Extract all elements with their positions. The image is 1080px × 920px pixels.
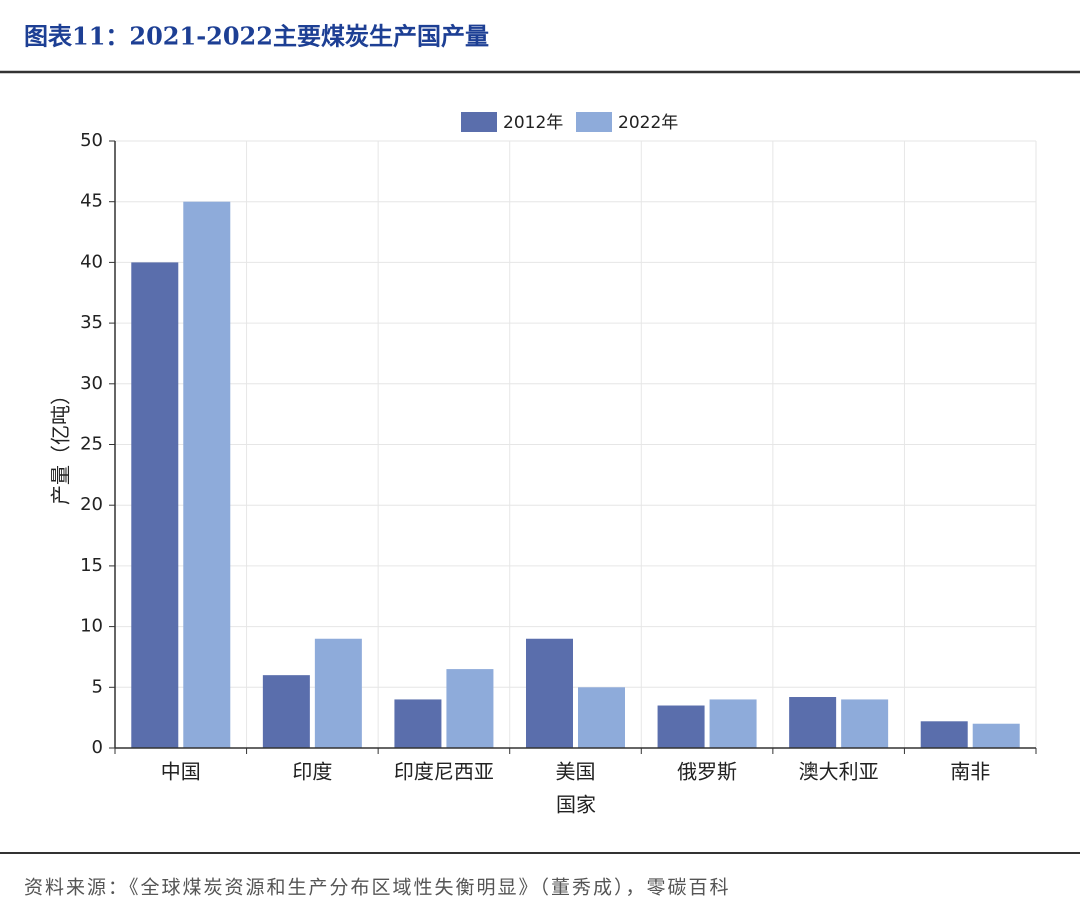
bar	[131, 262, 179, 748]
bar	[314, 638, 362, 748]
y-tick-label: 0	[92, 737, 103, 758]
bar	[262, 675, 310, 748]
bar	[972, 723, 1020, 748]
source-note: 资料来源：《全球煤炭资源和生产分布区域性失衡明显》（董秀成），零碳百科	[24, 877, 731, 899]
bar	[394, 699, 442, 748]
y-tick-label: 45	[80, 191, 103, 212]
x-tick-label: 澳大利亚	[799, 760, 879, 784]
bar	[578, 687, 625, 748]
legend-swatch	[576, 112, 612, 132]
y-tick-label: 15	[80, 555, 103, 576]
y-tick-label: 20	[80, 494, 103, 515]
bar	[920, 721, 968, 748]
bar	[446, 669, 494, 748]
x-tick-label: 美国	[556, 760, 596, 784]
bar	[657, 705, 705, 748]
page-title: 图表11：2021-2022主要煤炭生产国产量	[24, 22, 489, 51]
y-tick-label: 40	[80, 251, 103, 272]
x-tick-label: 印度	[292, 760, 332, 784]
legend-label: 2012年	[503, 113, 563, 133]
y-tick-label: 5	[92, 676, 103, 697]
y-tick-label: 10	[80, 616, 103, 637]
x-tick-label: 中国	[161, 760, 201, 784]
y-axis-title: 产量（亿吨）	[49, 385, 73, 505]
bar	[183, 201, 231, 748]
y-tick-label: 30	[80, 373, 103, 394]
bar	[526, 638, 573, 748]
bar	[709, 699, 757, 748]
y-tick-label: 50	[80, 130, 103, 151]
legend-swatch	[461, 112, 497, 132]
y-tick-label: 25	[80, 434, 103, 455]
bar	[789, 697, 837, 748]
y-tick-label: 35	[80, 312, 103, 333]
x-axis-title: 国家	[556, 793, 596, 817]
bar	[841, 699, 889, 748]
x-tick-label: 印度尼西亚	[394, 760, 494, 784]
x-tick-label: 南非	[950, 760, 990, 784]
x-tick-label: 俄罗斯	[677, 760, 737, 784]
legend-label: 2022年	[618, 113, 678, 133]
